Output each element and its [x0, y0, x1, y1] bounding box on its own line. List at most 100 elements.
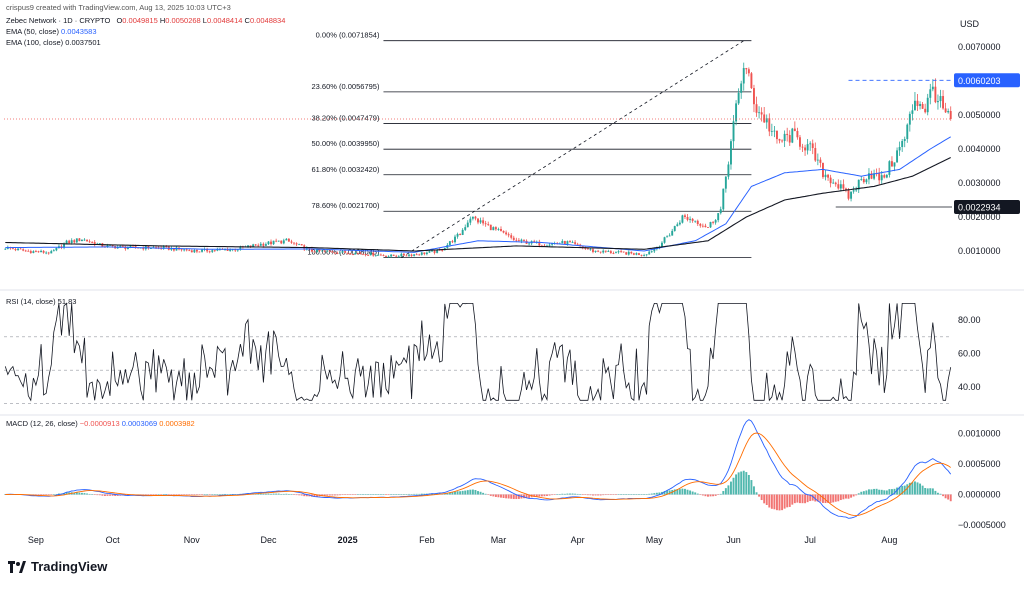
macd-histogram-bar	[873, 488, 876, 495]
candle-body	[574, 242, 577, 244]
time-tick-label: May	[646, 535, 664, 545]
candle-body	[247, 245, 249, 247]
macd-histogram-bar	[893, 488, 896, 495]
macd-histogram-bar	[574, 493, 577, 495]
candle-body	[188, 250, 191, 252]
candle-body	[45, 252, 48, 254]
candle-body	[149, 248, 152, 249]
candle-body	[336, 253, 339, 254]
macd-histogram-bar	[47, 494, 50, 496]
candle-body	[4, 248, 7, 250]
macd-label-hist: −0.0000913	[80, 419, 122, 428]
candle-body	[68, 240, 71, 244]
macd-histogram-bar	[786, 494, 789, 508]
candle-body	[699, 224, 702, 226]
fibonacci-levels: 0.00% (0.0071854) 23.60% (0.0056795) 38.20…	[307, 31, 752, 259]
macd-histogram-bar	[908, 482, 911, 495]
candle-body	[755, 104, 758, 113]
macd-histogram-bar	[285, 493, 288, 495]
candle-body	[374, 255, 377, 257]
candle-body	[497, 229, 500, 230]
ema50-legend[interactable]: EMA (50, close) 0.0043583	[6, 27, 97, 36]
candle-body	[781, 140, 784, 142]
macd-histogram-bar	[385, 494, 387, 496]
candle-body	[666, 236, 669, 238]
candle-body	[83, 239, 86, 241]
macd-histogram-bar	[305, 494, 308, 497]
candle-body	[377, 254, 380, 256]
candle-body	[832, 182, 835, 184]
macd-histogram-bar	[364, 494, 367, 495]
candle-body	[724, 176, 727, 189]
macd-histogram-bar	[681, 488, 684, 495]
candle-body	[903, 139, 906, 142]
candle-body	[390, 254, 393, 257]
macd-histogram-bar	[402, 494, 405, 495]
candle-body	[597, 250, 600, 252]
macd-histogram-bar	[622, 494, 625, 495]
candle-body	[494, 227, 497, 230]
macd-histogram-bar	[783, 494, 786, 509]
macd-histogram-bar	[323, 494, 326, 496]
candle-body	[400, 253, 403, 257]
candle-body	[428, 251, 431, 253]
candle-body	[712, 222, 715, 223]
macd-histogram-bar	[57, 493, 60, 495]
candle-body	[878, 173, 881, 181]
candle-body	[635, 253, 638, 255]
macd-histogram-bar	[93, 494, 96, 496]
macd-label-macd: 0.0003069	[122, 419, 160, 428]
candle-body	[676, 224, 679, 227]
candle-body	[510, 235, 513, 238]
macd-histogram-bar	[456, 491, 459, 495]
candle-body	[285, 238, 288, 241]
macd-histogram-bar	[632, 494, 635, 495]
macd-histogram-bar	[418, 493, 421, 495]
macd-histogram-bar	[684, 488, 686, 495]
candle-body	[86, 239, 89, 242]
candle-body	[650, 251, 653, 253]
candle-body	[722, 188, 725, 210]
price-tick-label: 0.0010000	[958, 246, 1001, 256]
ema100-legend[interactable]: EMA (100, close) 0.0037501	[6, 38, 101, 47]
candle-body	[742, 68, 745, 84]
macd-histogram-bar	[707, 494, 709, 497]
candle-body	[594, 250, 597, 252]
candle-body	[834, 182, 837, 185]
macd-histogram-bar	[359, 494, 362, 495]
macd-histogram-bar	[183, 494, 186, 496]
rsi-tick-label: 80.00	[958, 315, 981, 325]
macd-histogram-bar	[666, 490, 669, 495]
candle-body	[479, 220, 482, 223]
candle-body	[816, 159, 819, 161]
macd-histogram-bar	[328, 494, 331, 496]
candle-body	[686, 216, 689, 220]
macd-histogram-bar	[101, 494, 104, 496]
macd-histogram-bar	[211, 494, 214, 495]
candle-body	[630, 251, 633, 254]
macd-histogram-bar	[791, 494, 794, 505]
support-badge-label: 0.0022934	[958, 203, 1001, 213]
candle-body	[147, 246, 150, 249]
macd-histogram-bar	[410, 494, 413, 495]
candle-body	[349, 253, 352, 255]
macd-histogram-bar	[152, 494, 155, 496]
macd-histogram-bar	[571, 493, 574, 495]
grid	[0, 289, 1024, 416]
macd-histogram-bar	[730, 481, 732, 495]
candle-body	[126, 247, 129, 249]
fib-level-label: 78.60% (0.0021700)	[311, 201, 379, 210]
macd-histogram-bar	[331, 494, 334, 496]
candle-body	[477, 218, 479, 223]
candle-body	[433, 250, 436, 253]
macd-histogram-bar	[42, 494, 45, 496]
macd-histogram-bar	[551, 494, 554, 496]
candle-body	[540, 245, 543, 247]
macd-histogram-bar	[602, 494, 605, 496]
macd-histogram-bar	[883, 490, 886, 495]
macd-histogram-bar	[870, 489, 873, 495]
macd-histogram-bar	[415, 493, 418, 495]
macd-histogram-bar	[395, 494, 398, 495]
macd-histogram-bar	[218, 494, 221, 495]
